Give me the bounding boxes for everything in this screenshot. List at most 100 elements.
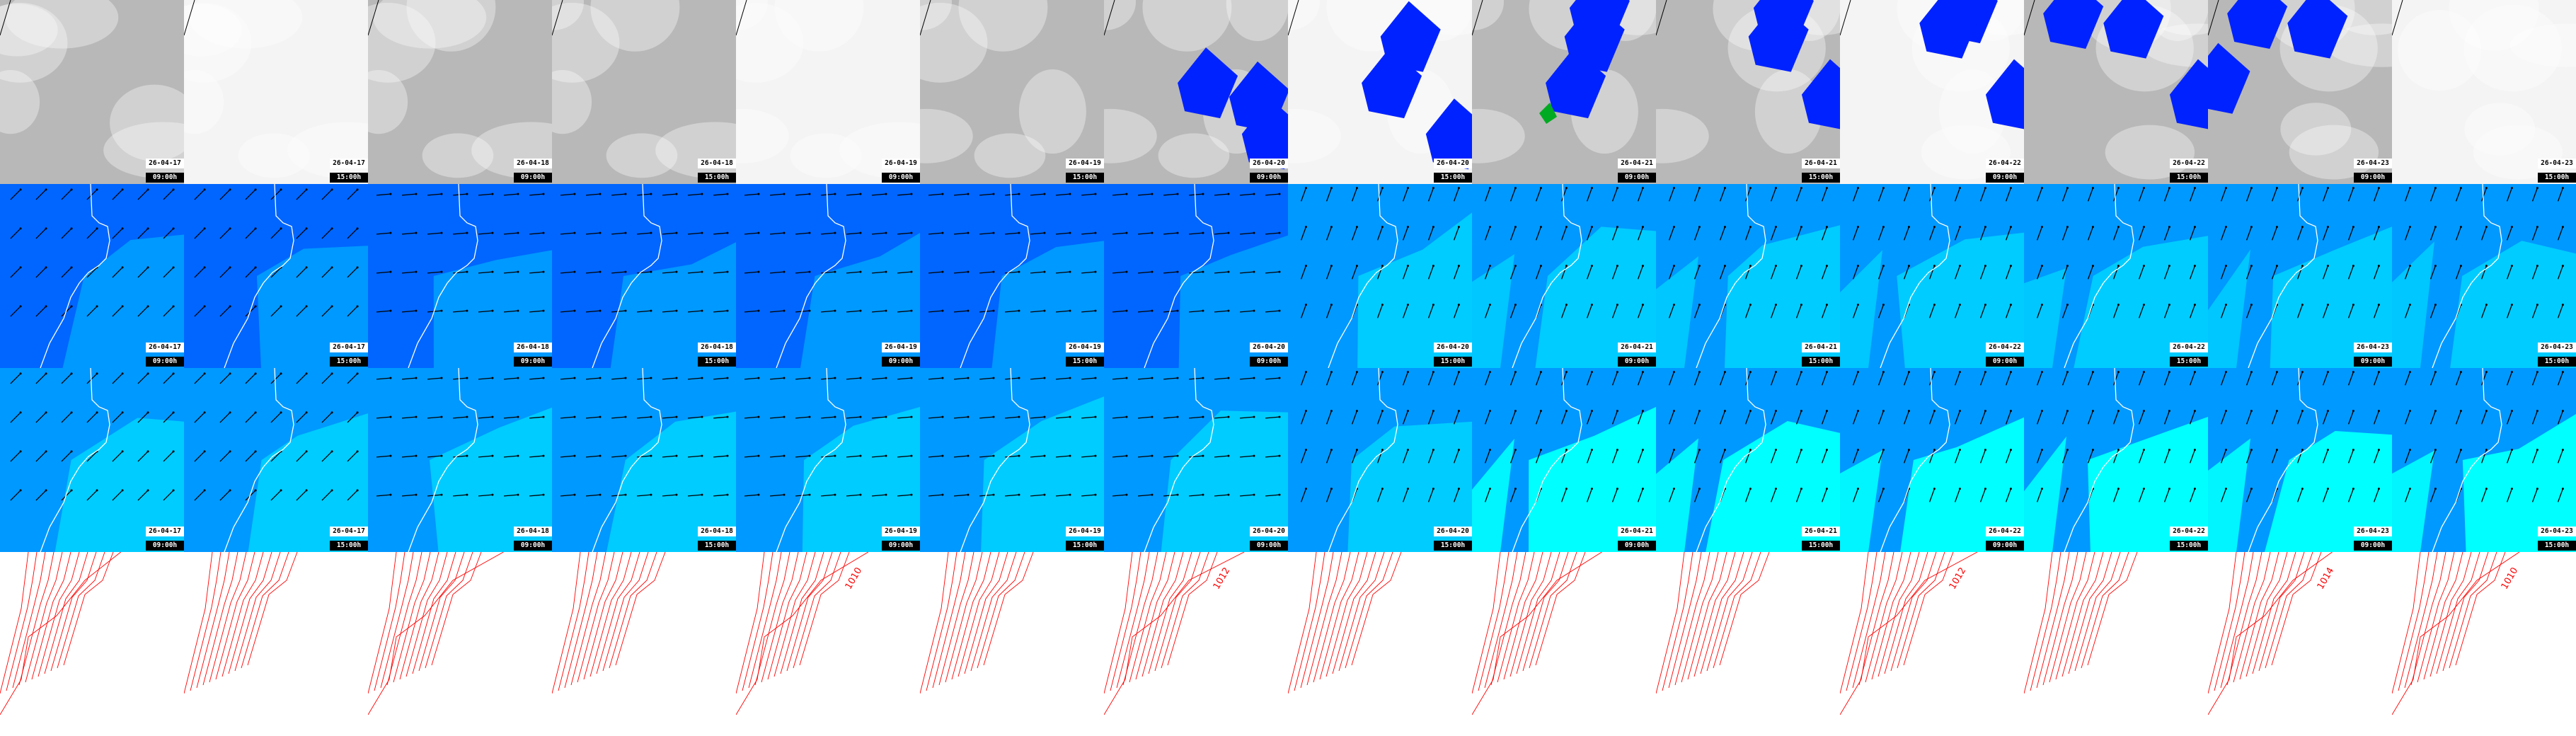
wind-arrow-icon (194, 227, 206, 239)
wind-arrow-icon (820, 415, 836, 419)
wind-arrow-icon (846, 493, 862, 497)
wind-arrow-icon (1214, 376, 1230, 380)
coastline (592, 368, 662, 552)
isobar-line (2214, 552, 2246, 691)
wind-arrow-icon (1954, 449, 1961, 464)
wind-arrow-icon (529, 493, 545, 497)
wind-arrow-icon (1928, 371, 1936, 386)
coastline (408, 368, 478, 552)
wind-arrow-icon (35, 372, 47, 384)
wind-arrow-icon (585, 270, 602, 274)
isobar-line (564, 552, 598, 689)
isobar-line (386, 552, 422, 686)
wind-arrow-icon (2138, 449, 2145, 464)
pressure-map-tile: 1010 (736, 552, 920, 736)
wind-arrow-icon (2531, 265, 2538, 280)
frame-date-label: 26-04-21 (1802, 159, 1840, 168)
map-image (1656, 184, 1840, 368)
isobar-line (2208, 552, 2333, 715)
wind-arrow-icon (1427, 410, 1434, 425)
wind-arrow-icon (2112, 371, 2120, 386)
wind-arrow-icon (1484, 304, 1491, 318)
wind-arrow-icon (137, 305, 149, 317)
wind-arrow-icon (1611, 304, 1618, 318)
wind-arrow-icon (1586, 410, 1593, 425)
isobar-line (0, 552, 29, 694)
map-image (368, 552, 552, 736)
wind-arrow-icon (1112, 493, 1128, 497)
isobar-line (1681, 552, 1719, 683)
isobar-line (1897, 552, 1945, 669)
wind-arrow-icon (529, 309, 545, 313)
wind-arrow-icon (1744, 304, 1752, 318)
pressure-map-tile: 1014 (2208, 552, 2392, 736)
isobar-line (945, 552, 983, 683)
isobar-line (2226, 552, 2262, 686)
wind-arrow-icon (1586, 226, 1593, 241)
wind-arrow-icon (503, 270, 519, 274)
wind-arrow-icon (245, 450, 257, 462)
isobar-line (983, 552, 1034, 666)
isobar-line (234, 552, 281, 672)
frame-date-label: 26-04-17 (330, 343, 368, 352)
map-image (1840, 368, 2024, 552)
wind-arrow-icon (1821, 187, 1828, 202)
wind-arrow-icon (1137, 309, 1154, 313)
wind-arrow-icon (321, 489, 333, 501)
wind-arrow-icon (2271, 410, 2278, 425)
isobar-line (228, 552, 272, 674)
wind-map-tile: 26-04-22 15:00h (2024, 184, 2208, 368)
wind-arrow-icon (35, 489, 47, 501)
isobar-line (1662, 552, 1694, 691)
wind-arrow-icon (1586, 488, 1593, 502)
wind-arrow-icon (1300, 410, 1307, 425)
wind-arrow-icon (2347, 488, 2354, 502)
wind-arrow-icon (347, 188, 359, 200)
wind-arrow-icon (1188, 493, 1204, 497)
isobar-line (1871, 552, 1911, 680)
wind-arrow-icon (137, 411, 149, 423)
wind-arrow-icon (897, 415, 913, 419)
wind-arrow-icon (744, 309, 760, 313)
wind-arrow-icon (1770, 304, 1777, 318)
wind-arrow-icon (1214, 454, 1230, 458)
wind-arrow-icon (2062, 371, 2069, 386)
isobar-line (2087, 552, 2138, 666)
cloud-precip-map-tile: 26-04-18 09:00h (368, 0, 552, 184)
wind-arrow-icon (1979, 371, 1986, 386)
wind-arrow-icon (1821, 304, 1828, 318)
wind-arrow-icon (744, 454, 760, 458)
isobar-line (202, 552, 238, 686)
wind-arrow-icon (1770, 265, 1777, 280)
wind-arrow-icon (1112, 231, 1128, 235)
wind-arrow-icon (2087, 265, 2094, 280)
wind-arrow-icon (687, 309, 703, 313)
isobar-line (1351, 552, 1402, 666)
wind-arrow-icon (321, 188, 333, 200)
wind-arrow-icon (2163, 187, 2170, 202)
isobar-line (1890, 552, 1937, 672)
frame-date-label: 26-04-19 (1066, 343, 1104, 352)
wind-arrow-icon (1239, 454, 1255, 458)
wind-arrow-icon (713, 192, 729, 196)
wind-arrow-icon (1694, 304, 1701, 318)
wind-arrow-icon (2163, 371, 2170, 386)
wind-arrow-icon (1137, 192, 1154, 196)
wind-arrow-icon (452, 376, 468, 380)
wind-arrow-icon (2373, 410, 2380, 425)
isobar-line (374, 552, 406, 691)
wind-arrow-icon (611, 231, 627, 235)
wind-arrow-icon (1979, 226, 1986, 241)
map-image (0, 0, 184, 184)
wind-arrow-icon (1668, 371, 1675, 386)
wind-arrow-icon (1239, 415, 1255, 419)
wind-arrow-icon (347, 227, 359, 239)
isobar-line (38, 552, 80, 677)
wind-arrow-icon (2296, 187, 2304, 202)
wind-arrow-icon (1004, 192, 1020, 196)
wind-arrow-icon (1979, 304, 1986, 318)
frame-time-label: 15:00h (330, 173, 368, 183)
wind-arrow-icon (427, 192, 443, 196)
wind-arrow-icon (2480, 265, 2488, 280)
cloud-precip-map-tile: 26-04-20 09:00h (1104, 0, 1288, 184)
